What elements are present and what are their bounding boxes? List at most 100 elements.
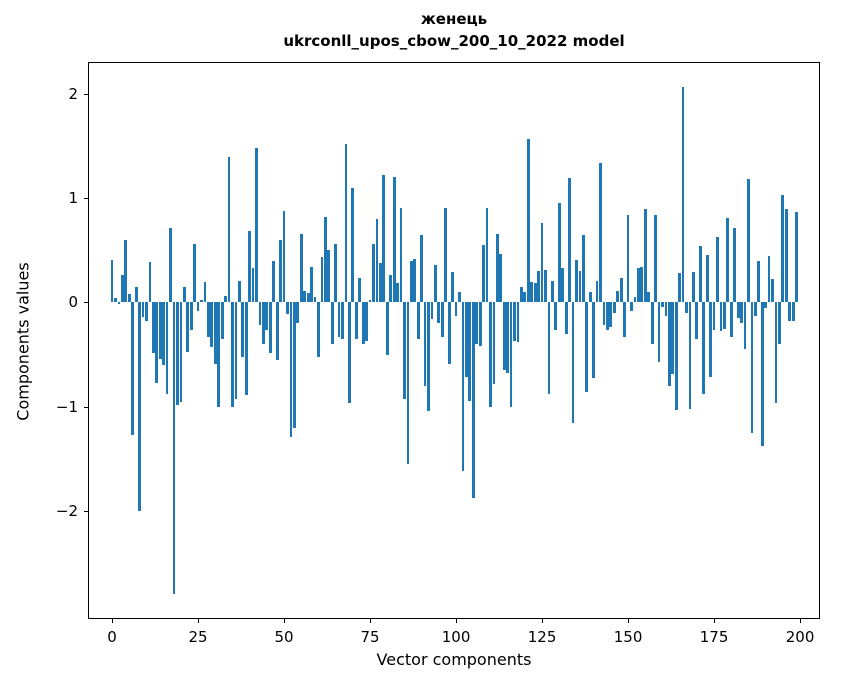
bar-component-9	[141, 302, 145, 318]
x-tick-mark-175	[714, 619, 716, 623]
bar-component-74	[365, 302, 368, 341]
bar-component-73	[361, 302, 365, 345]
bar-component-97	[444, 207, 448, 303]
bar-component-51	[286, 302, 289, 314]
y-tick-mark-1	[84, 198, 88, 200]
bar-component-125	[540, 223, 544, 303]
bar-component-93	[430, 302, 434, 320]
bar-component-57	[306, 293, 310, 303]
bar-component-198	[791, 302, 795, 322]
bar-component-126	[544, 270, 547, 303]
bar-component-95	[437, 302, 441, 324]
y-tick-label-0: 0	[68, 293, 78, 312]
plot-area	[88, 62, 820, 619]
bar-component-29	[210, 302, 214, 348]
bar-component-49	[279, 240, 282, 303]
bar-component-179	[726, 218, 730, 303]
bar-component-164	[674, 302, 678, 410]
y-tick-label--2: −2	[55, 501, 78, 520]
bar-component-33	[224, 296, 227, 303]
bar-component-90	[420, 234, 424, 303]
bar-component-7	[134, 286, 138, 303]
bar-component-50	[282, 210, 286, 303]
x-tick-label-25: 25	[188, 628, 208, 646]
x-tick-label-125: 125	[527, 628, 557, 646]
bar-component-80	[385, 302, 389, 355]
x-tick-mark-150	[628, 619, 630, 623]
bar-component-14	[158, 302, 162, 359]
bar-component-20	[179, 302, 183, 403]
bar-component-34	[227, 156, 231, 303]
bar-component-64	[330, 302, 334, 345]
bar-component-193	[774, 302, 778, 404]
bar-component-150	[626, 215, 630, 303]
bar-component-72	[358, 277, 362, 303]
bar-component-129	[554, 302, 558, 330]
x-tick-label-75: 75	[360, 628, 380, 646]
bar-component-38	[241, 302, 245, 357]
bar-component-111	[492, 302, 496, 384]
bar-component-63	[327, 250, 331, 303]
bar-component-71	[354, 302, 358, 339]
y-tick-label-1: 1	[68, 189, 78, 208]
bar-component-78	[379, 262, 382, 303]
bar-component-26	[200, 300, 203, 303]
bar-component-186	[750, 302, 754, 433]
bar-component-21	[182, 286, 186, 303]
bar-component-19	[176, 302, 179, 405]
bar-component-31	[217, 302, 221, 407]
x-tick-mark-25	[198, 619, 200, 623]
y-tick-mark-0	[84, 302, 88, 304]
bar-component-110	[489, 302, 492, 407]
bar-component-13	[155, 302, 159, 383]
bar-component-32	[220, 302, 224, 339]
bar-component-155	[643, 208, 647, 303]
bar-component-96	[440, 302, 444, 337]
bar-component-167	[685, 302, 688, 313]
bar-component-11	[148, 261, 152, 303]
chart-title-block: женець ukrconll_upos_cbow_200_10_2022 mo…	[88, 8, 820, 52]
bar-component-160	[661, 302, 664, 307]
bar-component-10	[145, 302, 148, 322]
bar-component-118	[516, 302, 520, 343]
bar-component-122	[530, 281, 534, 303]
bar-component-163	[671, 302, 675, 375]
bar-component-135	[575, 259, 578, 303]
bar-component-158	[654, 215, 657, 303]
bar-component-4	[124, 240, 128, 303]
bar-component-58	[310, 267, 313, 303]
bar-component-91	[423, 302, 427, 386]
y-tick-mark-2	[84, 94, 88, 96]
x-tick-mark-0	[112, 619, 114, 623]
bar-component-151	[630, 302, 633, 311]
x-tick-label-100: 100	[441, 628, 471, 646]
bar-component-17	[169, 227, 172, 303]
x-axis-label: Vector components	[376, 650, 532, 669]
bar-component-89	[416, 302, 420, 339]
bar-component-174	[709, 302, 712, 378]
bar-component-199	[795, 211, 798, 303]
bar-component-36	[234, 302, 238, 400]
bar-component-147	[616, 291, 620, 303]
bar-component-105	[471, 302, 475, 499]
bar-component-141	[595, 280, 599, 303]
bar-component-66	[337, 302, 341, 337]
bar-component-5	[127, 294, 131, 303]
bar-component-27	[203, 281, 207, 303]
bar-component-112	[495, 233, 499, 303]
bar-component-119	[520, 286, 523, 303]
y-axis-label: Components values	[13, 262, 33, 421]
bar-component-137	[581, 234, 585, 303]
bar-component-22	[186, 302, 190, 353]
x-tick-label-0: 0	[107, 628, 117, 646]
bar-component-134	[571, 302, 575, 424]
bar-component-55	[299, 233, 303, 303]
bar-component-45	[265, 302, 269, 330]
bar-component-107	[478, 302, 482, 347]
bar-component-70	[351, 187, 355, 303]
bar-component-166	[681, 86, 685, 303]
bar-component-24	[193, 244, 196, 303]
bar-component-194	[778, 302, 781, 345]
x-tick-mark-75	[370, 619, 372, 623]
bar-component-146	[612, 302, 616, 313]
